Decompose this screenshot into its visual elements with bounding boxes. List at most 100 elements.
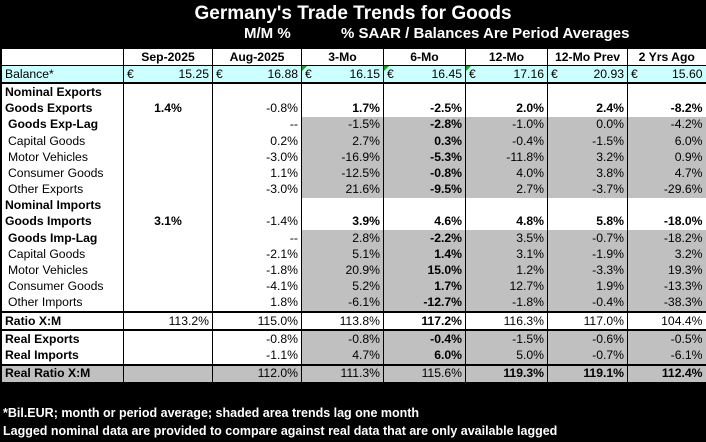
data-cell: -1.4% [212, 213, 302, 231]
data-cell: -0.5% [627, 329, 706, 348]
data-cell: -3.0% [212, 181, 302, 198]
data-cell [383, 197, 466, 214]
currency-symbol: € [127, 66, 134, 81]
data-cell: 3.2% [547, 149, 628, 166]
table-row: Consumer Goods -4.1% 5.2% 1.7% 12.7% 1.9% -13.… [1, 278, 706, 295]
data-cell [123, 246, 213, 263]
data-cell: -12.5% [301, 165, 384, 182]
data-cell [547, 82, 628, 101]
data-cell: -0.8% [212, 329, 302, 348]
data-cell [123, 230, 213, 247]
data-cell: 3.1% [465, 246, 548, 263]
data-cell: 0.9% [627, 149, 706, 166]
data-cell: -13.3% [627, 278, 706, 295]
data-cell [465, 82, 548, 101]
data-cell: -16.9% [301, 149, 384, 166]
footnote-1: *Bil.EUR; month or period average; shade… [3, 406, 420, 420]
row-label: Other Exports [1, 181, 124, 198]
column-header: 2 Yrs Ago [627, 47, 706, 67]
data-cell: 2.7% [465, 181, 548, 198]
data-cell: 2.0% [465, 100, 548, 117]
data-cell: 21.6% [301, 181, 384, 198]
data-cell [123, 197, 213, 214]
data-cell: 1.4% [123, 100, 213, 117]
row-label: Real Imports [1, 347, 124, 365]
data-cell: 5.0% [465, 347, 548, 365]
table-row: Ratio X:M 113.2% 115.0% 113.8% 117.2% 116.3% 1… [1, 310, 706, 331]
row-label: Goods Imports [1, 213, 124, 231]
data-cell: 5.8% [547, 213, 628, 231]
row-label: Capital Goods [1, 246, 124, 263]
table-row: Other Exports -3.0% 21.6% -9.5% 2.7% -3.7% -29… [1, 181, 706, 198]
row-label: Ratio X:M [1, 310, 124, 331]
data-cell: -2.1% [212, 246, 302, 263]
data-cell: 1.4% [383, 246, 466, 263]
row-label: Real Exports [1, 329, 124, 348]
data-cell: 3.1% [123, 213, 213, 231]
currency-symbol: € [216, 66, 223, 81]
data-cell: -1.8% [465, 294, 548, 312]
data-cell: 4.8% [465, 213, 548, 231]
subtitle-mm: M/M % [244, 25, 291, 42]
data-cell: -2.2% [383, 230, 466, 247]
data-cell: -3.7% [547, 181, 628, 198]
data-cell: -0.8% [383, 165, 466, 182]
data-cell [212, 82, 302, 101]
data-cell: 1.1% [212, 165, 302, 182]
data-cell [383, 82, 466, 101]
data-cell [301, 82, 384, 101]
data-cell: -1.5% [547, 132, 628, 150]
subtitle-saar: % SAAR / Balances Are Period Averages [341, 25, 630, 42]
data-cell: -1.9% [547, 246, 628, 263]
data-cell [123, 149, 213, 166]
balance-cell: €15.25 [123, 65, 213, 84]
data-cell [465, 197, 548, 214]
data-cell: -0.4% [383, 329, 466, 348]
data-cell: 4.0% [465, 165, 548, 182]
table-row: Goods Exports 1.4% -0.8% 1.7% -2.5% 2.0% 2.4% -… [1, 100, 706, 117]
balance-value: 16.88 [267, 66, 299, 81]
data-cell: 19.3% [627, 262, 706, 279]
header-row: Sep-2025 Aug-2025 3-Mo 6-Mo 12-Mo 12-Mo Prev 2… [1, 47, 706, 67]
data-cell: 15.0% [383, 262, 466, 279]
data-cell: -0.8% [212, 100, 302, 117]
data-cell: 1.7% [383, 278, 466, 295]
data-cell: 0.2% [212, 132, 302, 150]
data-cell: -38.3% [627, 294, 706, 312]
data-cell: -- [212, 230, 302, 247]
data-cell: 4.7% [301, 347, 384, 365]
column-header: Aug-2025 [212, 47, 302, 67]
data-cell: 6.0% [383, 347, 466, 365]
data-cell [123, 165, 213, 182]
data-cell [123, 347, 213, 365]
report-title: Germany's Trade Trends for Goods [194, 3, 512, 24]
table-row: Capital Goods 0.2% 2.7% 0.3% -0.4% -1.5% 6.0% [1, 132, 706, 150]
data-cell: 3.2% [627, 246, 706, 263]
table-row: Real Ratio X:M 112.0% 111.3% 115.6% 119.3% 11… [1, 363, 706, 382]
data-cell: 0.0% [547, 116, 628, 133]
table-row: Real Imports -1.1% 4.7% 6.0% 5.0% -0.7% -6.1% [1, 347, 706, 365]
table-row: Nominal Imports [1, 197, 706, 214]
data-cell: -6.1% [627, 347, 706, 365]
data-cell: -0.7% [547, 230, 628, 247]
data-cell: -4.2% [627, 116, 706, 133]
table-row: Consumer Goods 1.1% -12.5% -0.8% 4.0% 3.8% 4.7… [1, 165, 706, 182]
data-cell: 104.4% [627, 310, 706, 331]
data-cell: 5.1% [301, 246, 384, 263]
data-cell: 117.0% [547, 310, 628, 331]
table-row: Goods Imports 3.1% -1.4% 3.9% 4.6% 4.8% 5.8% -1… [1, 213, 706, 231]
data-cell [301, 197, 384, 214]
table-row: Other Imports 1.8% -6.1% -12.7% -1.8% -0.4% -3… [1, 294, 706, 312]
row-label: Consumer Goods [1, 165, 124, 182]
data-cell: 4.6% [383, 213, 466, 231]
currency-symbol: € [469, 66, 476, 81]
data-cell [123, 278, 213, 295]
data-cell: 4.7% [627, 165, 706, 182]
data-cell: 112.0% [212, 363, 302, 382]
header-blank [1, 47, 124, 67]
data-cell: -0.7% [547, 347, 628, 365]
balance-value: 15.60 [672, 66, 703, 81]
data-cell: -- [212, 116, 302, 133]
data-cell: 2.7% [301, 132, 384, 150]
